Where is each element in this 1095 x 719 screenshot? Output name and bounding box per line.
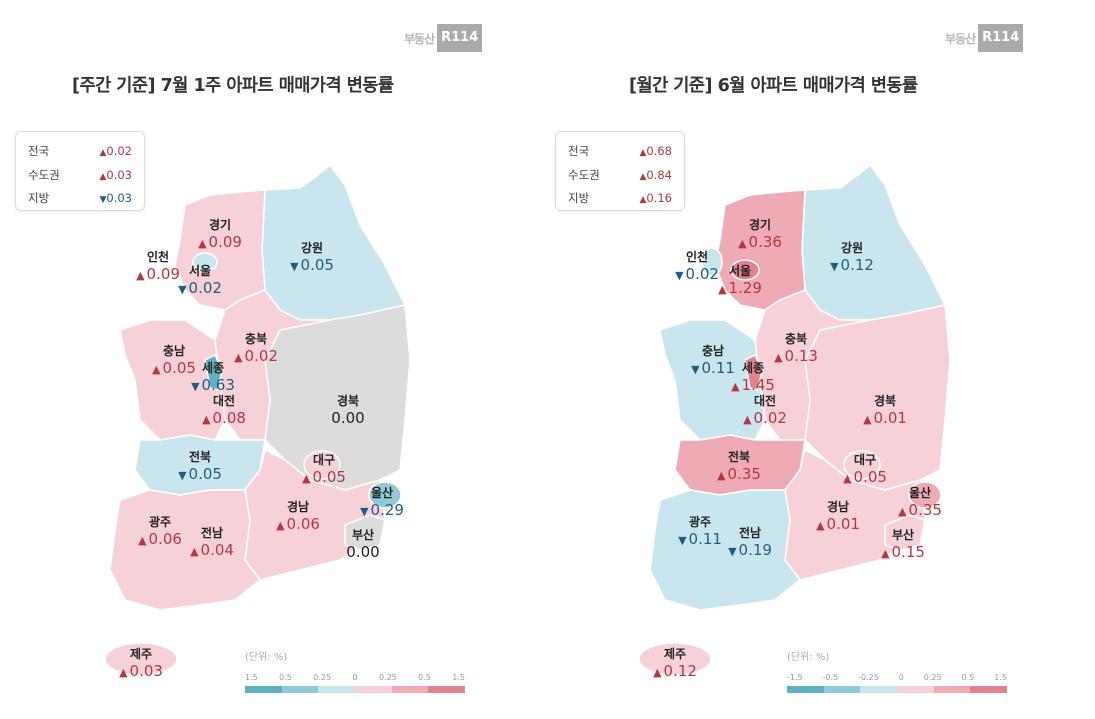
region-label-jeonnam: 전남 ▼ 0.19 [728,526,772,559]
summary-value: ▲0.03 [99,167,132,182]
region-label-gyeonggi: 경기 ▲ 0.36 [738,218,782,251]
region-label-jeonnam: 전남 ▲ 0.04 [190,526,234,559]
korea-map-weekly [104,163,411,676]
summary-label: 전국 [28,144,50,158]
region-label-gyeongbuk: 경북 0.00 [331,394,365,427]
region-label-chungnam: 충남 ▲ 0.05 [152,344,196,377]
region-label-daegu: 대구 ▲ 0.05 [843,453,887,486]
region-label-jeonbuk: 전북 ▼ 0.05 [178,450,222,483]
region-label-ulsan: 울산 ▲ 0.35 [898,486,942,519]
summary-row-national: 전국 ▲0.02 [28,141,132,165]
region-label-jeju: 제주 ▲ 0.12 [653,647,697,680]
region-label-gangwon: 강원 ▼ 0.12 [830,241,874,274]
weekly-color-scale: (단위: %) 1.5 0.5 0.25 0 0.25 0.5 1.5 [245,648,466,693]
monthly-summary-box: 전국 ▲0.68 수도권 ▲0.84 지방 ▲0.16 [555,131,685,211]
region-jeju [638,642,712,676]
region-label-sejong: 세종 ▼ 0.63 [191,361,235,394]
region-jeonnam [109,489,262,611]
summary-label: 전국 [568,144,590,158]
region-label-incheon: 인천 ▲ 0.09 [136,250,180,283]
region-busan [884,514,926,551]
summary-row-local: 지방 ▲0.16 [568,188,672,212]
scale-unit: (단위: %) [787,652,830,663]
scale-bar [245,686,466,693]
region-label-gwangju: 광주 ▼ 0.11 [678,515,722,548]
scale-ticks: 1.5 0.5 0.25 0 0.25 0.5 1.5 [245,673,465,682]
region-busan [344,514,386,551]
region-label-daejeon: 대전 ▲ 0.08 [202,394,246,427]
scale-bar [787,686,1008,693]
region-daegu [843,450,881,480]
brand-logo: 부동산 R114 [404,24,483,52]
region-label-gangwon: 강원 ▼ 0.05 [290,241,334,274]
brand-text: 부동산 [404,31,435,46]
summary-label: 수도권 [28,167,60,182]
summary-value: ▲0.02 [99,144,132,158]
monthly-title: [월간 기준] 6월 아파트 매매가격 변동률 [629,76,918,96]
summary-value: ▲0.16 [639,191,672,205]
region-sejong [204,353,223,391]
brand-text: 부동산 [945,31,976,46]
region-seoul [730,259,760,281]
brand-box: R114 [437,24,483,52]
monthly-panel: 부동산 R114 [월간 기준] 6월 아파트 매매가격 변동률 전국 ▲0.6… [547,0,1094,719]
summary-value: ▲0.84 [639,167,672,182]
region-label-daejeon: 대전 ▲ 0.02 [743,394,787,427]
region-daegu [303,450,341,480]
region-label-incheon: 인천 ▼ 0.02 [675,250,719,283]
weekly-panel: 부동산 R114 [주간 기준] 7월 1주 아파트 매매가격 변동률 전국 ▲… [0,0,547,719]
region-label-chungbuk: 충북 ▲ 0.13 [774,332,818,365]
summary-value: ▲0.68 [639,144,672,158]
scale-unit: (단위: %) [245,652,288,663]
region-ulsan [908,481,942,509]
region-jeju [104,642,178,676]
region-label-sejong: 세종 ▲ 1.45 [731,361,775,394]
summary-label: 수도권 [568,167,600,182]
region-jeonnam [649,489,802,611]
region-label-gwangju: 광주 ▲ 0.06 [138,515,182,548]
region-label-jeju: 제주 ▲ 0.03 [119,647,163,680]
weekly-summary-box: 전국 ▲0.02 수도권 ▲0.03 지방 ▼0.03 [15,131,145,211]
region-label-seoul: 서울 ▼ 0.02 [178,264,222,297]
summary-label: 지방 [28,191,50,205]
weekly-title: [주간 기준] 7월 1주 아파트 매매가격 변동률 [72,76,394,96]
region-label-ulsan: 울산 ▼ 0.29 [360,486,404,519]
region-label-chungbuk: 충북 ▲ 0.02 [234,332,278,365]
summary-row-local: 지방 ▼0.03 [28,188,132,212]
region-label-jeonbuk: 전북 ▲ 0.35 [717,450,761,483]
summary-row-national: 전국 ▲0.68 [568,141,672,165]
brand-logo: 부동산 R114 [945,24,1024,52]
region-incheon [701,247,723,277]
summary-value: ▼0.03 [99,191,132,205]
summary-row-capital: 수도권 ▲0.03 [28,165,132,189]
region-label-gyeonggi: 경기 ▲ 0.09 [198,218,242,251]
region-label-gyeongnam: 경남 ▲ 0.06 [276,500,320,533]
region-sejong [744,353,763,391]
region-label-seoul: 서울 ▲ 1.29 [718,264,762,297]
region-ulsan [368,481,402,509]
scale-ticks: -1.5 -0.5 -0.25 0 0.25 0.5 1.5 [787,673,1007,682]
region-label-gyeongnam: 경남 ▲ 0.01 [816,500,860,533]
region-label-busan: 부산 0.00 [346,528,380,561]
brand-box: R114 [978,24,1024,52]
region-label-busan: 부산 ▲ 0.15 [881,528,925,561]
summary-row-capital: 수도권 ▲0.84 [568,165,672,189]
region-label-chungnam: 충남 ▼ 0.11 [691,344,735,377]
monthly-color-scale: (단위: %) -1.5 -0.5 -0.25 0 0.25 0.5 1.5 [787,648,1008,693]
region-label-daegu: 대구 ▲ 0.05 [302,453,346,486]
summary-label: 지방 [568,191,590,205]
korea-map-monthly [638,163,951,676]
region-seoul [192,252,218,272]
region-label-gyeongbuk: 경북 ▲ 0.01 [863,394,907,427]
